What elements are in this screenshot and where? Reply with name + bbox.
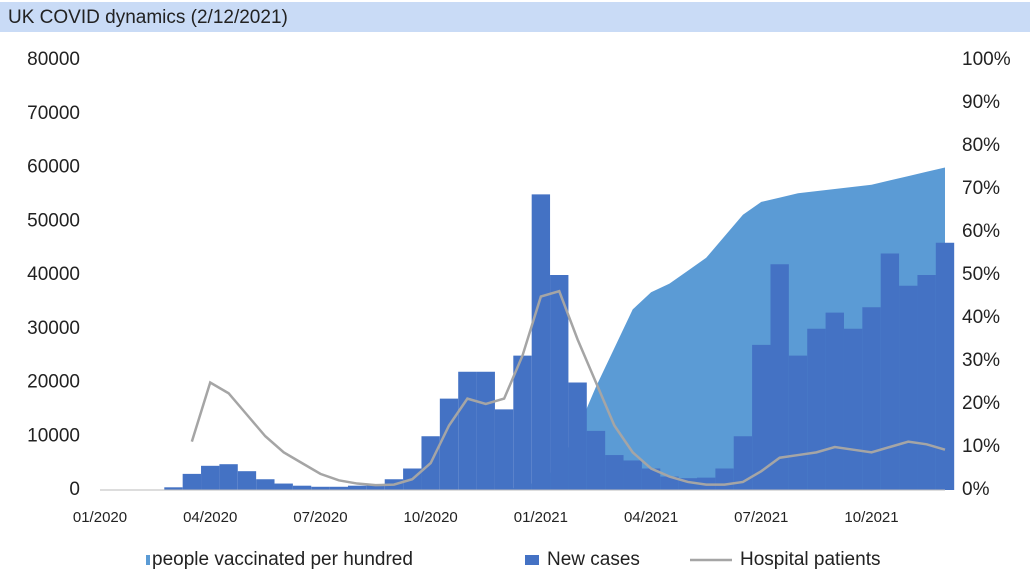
x-tick-label: 01/2021 bbox=[514, 509, 568, 526]
y-tick-label: 60000 bbox=[27, 157, 80, 178]
x-tick-label: 10/2020 bbox=[404, 509, 458, 526]
y-tick-label: 50000 bbox=[27, 210, 80, 231]
chart-title: UK COVID dynamics (2/12/2021) bbox=[8, 7, 288, 28]
cases-bar bbox=[862, 307, 881, 490]
cases-bar bbox=[458, 371, 477, 490]
x-tick-label: 07/2021 bbox=[734, 509, 788, 526]
y2-tick-label: 90% bbox=[962, 92, 1000, 113]
cases-bar bbox=[807, 328, 826, 490]
cases-bar bbox=[586, 430, 606, 490]
cases-bar bbox=[256, 479, 275, 490]
cases-bar bbox=[899, 285, 918, 490]
legend-label: Hospital patients bbox=[740, 549, 880, 570]
cases-bar bbox=[219, 464, 238, 490]
cases-bar bbox=[752, 344, 771, 490]
cases-bar bbox=[623, 460, 642, 490]
y2-tick-label: 60% bbox=[962, 221, 1000, 242]
cases-bar bbox=[237, 471, 257, 490]
x-tick-label: 10/2021 bbox=[844, 509, 898, 526]
cases-bar bbox=[329, 486, 348, 490]
legend-label: New cases bbox=[547, 549, 640, 570]
x-tick-label: 07/2020 bbox=[293, 509, 347, 526]
cases-bar bbox=[476, 371, 495, 490]
cases-bar bbox=[715, 468, 734, 490]
cases-bar bbox=[531, 194, 551, 490]
y-tick-label: 0 bbox=[69, 479, 80, 500]
y2-tick-label: 10% bbox=[962, 436, 1000, 457]
cases-bar bbox=[660, 476, 679, 490]
cases-bar bbox=[935, 242, 955, 490]
y2-tick-label: 80% bbox=[962, 135, 1000, 156]
cases-bar bbox=[439, 398, 459, 490]
x-tick-label: 04/2021 bbox=[624, 509, 678, 526]
cases-bar bbox=[733, 436, 753, 490]
y-tick-label: 70000 bbox=[27, 103, 80, 124]
legend-label: people vaccinated per hundred bbox=[152, 549, 413, 570]
cases-bar bbox=[880, 253, 900, 490]
cases-bar bbox=[347, 485, 367, 490]
y-tick-label: 40000 bbox=[27, 264, 80, 285]
cases-bar bbox=[182, 473, 202, 490]
y2-tick-label: 20% bbox=[962, 393, 1000, 414]
y-tick-label: 10000 bbox=[27, 425, 80, 446]
y2-tick-label: 0% bbox=[962, 479, 990, 500]
cases-bar bbox=[843, 328, 863, 490]
cases-bar bbox=[274, 483, 293, 490]
title-banner bbox=[0, 2, 1030, 32]
legend-swatch bbox=[146, 555, 150, 565]
cases-bar bbox=[568, 382, 587, 490]
cases-bar bbox=[494, 409, 514, 490]
y2-tick-label: 100% bbox=[962, 49, 1011, 70]
legend-swatch bbox=[525, 555, 539, 565]
y2-tick-label: 40% bbox=[962, 307, 1000, 328]
y2-tick-label: 70% bbox=[962, 178, 1000, 199]
y-tick-label: 80000 bbox=[27, 49, 80, 70]
cases-bar bbox=[641, 468, 661, 490]
cases-bar bbox=[292, 485, 312, 490]
cases-bar bbox=[164, 487, 183, 490]
cases-bar bbox=[770, 264, 789, 490]
hospital-line bbox=[190, 289, 946, 487]
y2-tick-label: 50% bbox=[962, 264, 1000, 285]
cases-bar bbox=[788, 355, 808, 490]
y-tick-label: 20000 bbox=[27, 372, 80, 393]
cases-bar bbox=[605, 455, 624, 490]
y-tick-label: 30000 bbox=[27, 318, 80, 339]
cases-bar bbox=[678, 478, 698, 490]
cases-bar bbox=[917, 275, 936, 490]
cases-bar bbox=[550, 275, 569, 490]
x-tick-label: 01/2020 bbox=[73, 509, 127, 526]
cases-bar bbox=[311, 486, 330, 490]
y2-tick-label: 30% bbox=[962, 350, 1000, 371]
x-tick-label: 04/2020 bbox=[183, 509, 237, 526]
vaccinated-area bbox=[100, 167, 945, 490]
cases-bar bbox=[201, 465, 220, 490]
cases-bar bbox=[513, 355, 532, 490]
cases-bar bbox=[366, 484, 385, 490]
cases-bar bbox=[825, 312, 844, 490]
